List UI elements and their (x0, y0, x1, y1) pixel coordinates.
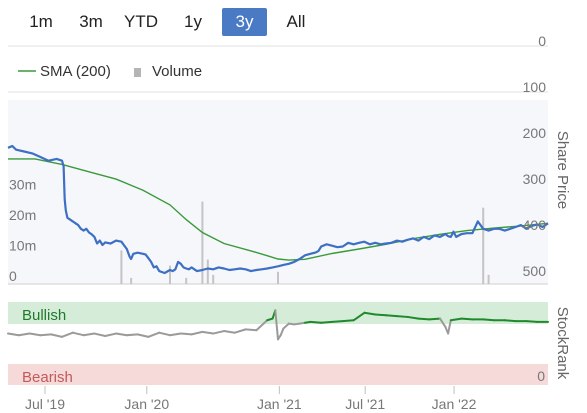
volume-bar (277, 271, 279, 284)
volume-bar (169, 265, 171, 284)
stockrank-segment (39, 333, 53, 337)
grid-lines (8, 45, 548, 285)
price-axis-ticks: 0 100 200 300 400 500 (523, 33, 547, 279)
volume-tick-label: 10m (9, 237, 36, 253)
stockrank-segment (460, 317, 474, 321)
stockrank-segment (331, 320, 344, 323)
stockrank-axis-title: StockRank (554, 307, 571, 380)
stockrank-segment (125, 333, 139, 337)
stockrank-segment (274, 309, 279, 341)
range-button-3y[interactable]: 3y (222, 8, 267, 36)
bearish-band (8, 364, 548, 385)
stockrank-segment (385, 314, 398, 318)
bullish-label: Bullish (22, 307, 66, 324)
price-tick-label: 400 (523, 217, 547, 233)
stockrank-segment (282, 322, 290, 330)
range-button-3m[interactable]: 3m (79, 12, 103, 31)
time-tick-label: Jan '20 (124, 396, 169, 412)
stockrank-segment (136, 333, 150, 338)
range-button-all[interactable]: All (286, 12, 306, 31)
stockrank-segment (147, 331, 161, 338)
stockrank-segment (115, 332, 128, 337)
stockrank-segment (363, 311, 377, 316)
stockrank-segment (104, 332, 117, 338)
volume-bar (206, 259, 209, 284)
price-line (7, 144, 549, 275)
volume-bar (201, 201, 204, 284)
bearish-label: Bearish (22, 369, 73, 386)
stockrank-segment (428, 317, 441, 321)
volume-bars (120, 201, 490, 284)
stockrank-segment (341, 319, 355, 323)
stockrank-segment (279, 327, 285, 337)
stockrank-segment (50, 333, 63, 338)
stockrank-segment (179, 332, 193, 336)
stockrank-segment (417, 317, 431, 321)
sma-legend-label: SMA (200) (40, 63, 111, 80)
price-tick-label: 200 (523, 125, 547, 141)
share-price-axis-title: Share Price (554, 131, 571, 209)
stockrank-segment (158, 331, 171, 337)
stockrank-segment (201, 330, 215, 335)
stockrank-segment (503, 319, 517, 323)
stockrank-segment (223, 330, 236, 334)
volume-tick-label: 30m (9, 176, 36, 192)
plot-background (8, 100, 548, 284)
stockrank-zero-tick: 0 (537, 368, 545, 384)
time-axis-ticks: Jul '19 Jan '20 Jan '21 Jul '21 Jan '22 (25, 386, 477, 412)
volume-bar (487, 274, 490, 284)
volume-bar (185, 277, 188, 284)
stockrank-segment (190, 330, 204, 336)
range-button-ytd[interactable]: YTD (124, 12, 158, 31)
time-tick-label: Jul '21 (345, 396, 385, 412)
stockrank-segment (482, 318, 495, 322)
stockrank-segment (406, 315, 420, 320)
stockrank-segment (244, 328, 258, 332)
stockrank-segment (169, 332, 182, 337)
volume-bar (482, 207, 485, 284)
time-tick-label: Jul '19 (25, 396, 65, 412)
stockrank-segment (233, 328, 247, 334)
volume-tick-label: 0 (9, 268, 17, 284)
stockrank-segment (309, 320, 323, 324)
bullish-band (8, 302, 548, 324)
stockrank-segment (93, 332, 107, 338)
volume-legend-label: Volume (152, 63, 202, 80)
range-button-1m[interactable]: 1m (29, 12, 53, 31)
time-tick-label: Jan '22 (432, 396, 477, 412)
volume-bar (120, 250, 123, 284)
volume-bar (130, 277, 133, 284)
stockrank-segment (439, 317, 447, 328)
stockrank-panel: Bullish Bearish 0 StockRank (7, 302, 571, 386)
stockrank-segment (7, 332, 20, 337)
stockrank-segment (61, 331, 74, 338)
price-tick-label: 300 (523, 171, 547, 187)
range-button-1y[interactable]: 1y (184, 12, 202, 31)
price-tick-label: 500 (523, 263, 547, 279)
volume-legend-swatch (134, 68, 141, 77)
stockrank-segment (17, 332, 31, 337)
stockrank-segment (82, 332, 96, 337)
time-tick-label: Jan '21 (257, 396, 302, 412)
stockrank-lines (7, 309, 549, 341)
stockrank-segment (28, 332, 42, 337)
stockrank-segment (525, 320, 539, 323)
stockrank-segment (395, 315, 409, 318)
stockrank-segment (212, 330, 225, 335)
legend: SMA (200) Volume (18, 63, 202, 80)
price-tick-label: 0 (538, 33, 546, 49)
stockrank-segment (320, 320, 333, 324)
stockrank-segment (352, 311, 366, 322)
volume-axis-ticks: 0 10m 20m 30m (9, 176, 36, 284)
volume-tick-label: 20m (9, 207, 36, 223)
stockrank-segment (374, 313, 387, 317)
price-tick-label: 100 (523, 79, 547, 95)
stockrank-segment (449, 317, 463, 322)
stockrank-segment (255, 319, 269, 332)
range-selector: 1m 3m YTD 1y 3y All (0, 0, 587, 40)
volume-bar (212, 274, 215, 284)
stockrank-segment (447, 319, 452, 335)
stockrank-segment (71, 331, 85, 337)
